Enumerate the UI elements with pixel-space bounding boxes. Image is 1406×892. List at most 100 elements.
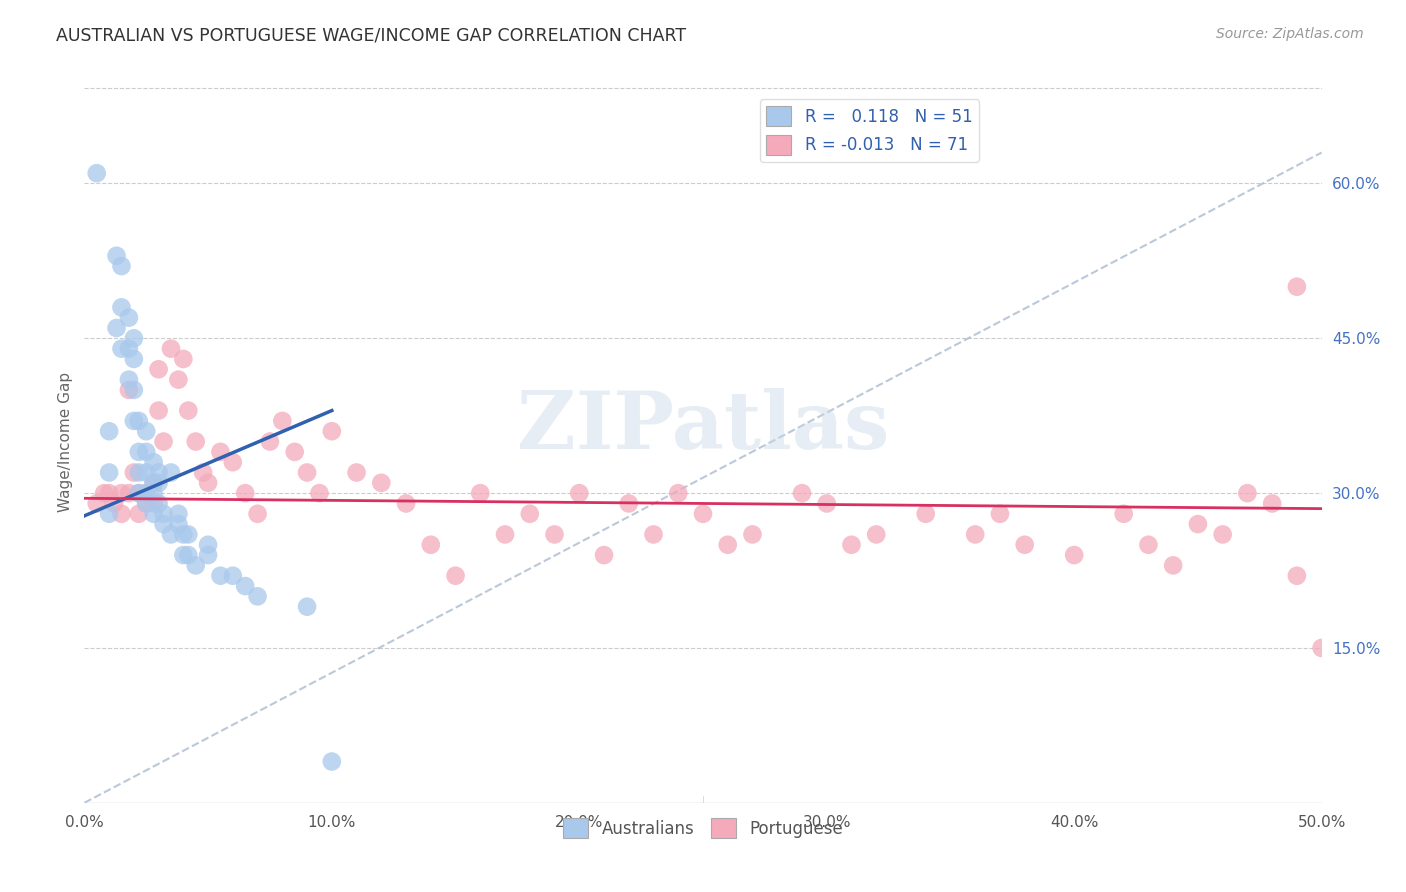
Point: [494, 527, 516, 541]
Point: [167, 373, 190, 387]
Point: [86, 496, 108, 510]
Point: [135, 424, 157, 438]
Point: [172, 548, 194, 562]
Point: [666, 486, 689, 500]
Point: [142, 486, 165, 500]
Point: [841, 538, 863, 552]
Point: [152, 507, 174, 521]
Point: [148, 475, 170, 490]
Point: [135, 445, 157, 459]
Point: [128, 445, 150, 459]
Point: [184, 558, 207, 573]
Point: [284, 445, 307, 459]
Point: [148, 496, 170, 510]
Point: [259, 434, 281, 449]
Point: [122, 414, 145, 428]
Point: [519, 507, 541, 521]
Point: [148, 362, 170, 376]
Point: [86, 166, 108, 180]
Point: [135, 496, 157, 510]
Point: [110, 301, 132, 315]
Point: [110, 486, 132, 500]
Point: [93, 486, 115, 500]
Point: [148, 403, 170, 417]
Point: [118, 342, 141, 356]
Point: [122, 331, 145, 345]
Point: [470, 486, 492, 500]
Point: [105, 321, 128, 335]
Point: [965, 527, 987, 541]
Point: [1212, 527, 1234, 541]
Point: [135, 486, 157, 500]
Point: [177, 548, 200, 562]
Point: [568, 486, 591, 500]
Point: [184, 434, 207, 449]
Point: [790, 486, 813, 500]
Point: [1285, 568, 1308, 582]
Point: [543, 527, 565, 541]
Point: [717, 538, 740, 552]
Point: [177, 403, 200, 417]
Point: [110, 507, 132, 521]
Point: [1285, 279, 1308, 293]
Point: [295, 466, 318, 480]
Text: AUSTRALIAN VS PORTUGUESE WAGE/INCOME GAP CORRELATION CHART: AUSTRALIAN VS PORTUGUESE WAGE/INCOME GAP…: [56, 27, 686, 45]
Point: [142, 455, 165, 469]
Point: [1261, 496, 1284, 510]
Point: [321, 424, 343, 438]
Point: [815, 496, 838, 510]
Point: [209, 445, 232, 459]
Point: [118, 373, 141, 387]
Point: [98, 486, 121, 500]
Point: [444, 568, 467, 582]
Point: [197, 475, 219, 490]
Point: [160, 342, 183, 356]
Point: [1161, 558, 1184, 573]
Point: [346, 466, 368, 480]
Point: [1236, 486, 1258, 500]
Point: [118, 486, 141, 500]
Point: [246, 507, 269, 521]
Point: [128, 414, 150, 428]
Point: [98, 424, 121, 438]
Point: [177, 527, 200, 541]
Legend: Australians, Portuguese: Australians, Portuguese: [557, 812, 849, 845]
Point: [98, 507, 121, 521]
Point: [233, 579, 256, 593]
Point: [135, 496, 157, 510]
Point: [122, 351, 145, 366]
Point: [152, 517, 174, 532]
Point: [914, 507, 936, 521]
Point: [233, 486, 256, 500]
Point: [308, 486, 330, 500]
Point: [142, 507, 165, 521]
Point: [197, 538, 219, 552]
Point: [167, 517, 190, 532]
Point: [988, 507, 1011, 521]
Point: [617, 496, 640, 510]
Point: [105, 249, 128, 263]
Point: [103, 496, 125, 510]
Point: [172, 351, 194, 366]
Point: [135, 466, 157, 480]
Point: [1187, 517, 1209, 532]
Point: [395, 496, 418, 510]
Point: [741, 527, 763, 541]
Point: [1137, 538, 1160, 552]
Point: [128, 486, 150, 500]
Point: [110, 259, 132, 273]
Point: [128, 507, 150, 521]
Point: [160, 527, 183, 541]
Point: [172, 527, 194, 541]
Point: [118, 383, 141, 397]
Point: [1310, 640, 1333, 655]
Point: [321, 755, 343, 769]
Point: [197, 548, 219, 562]
Point: [1063, 548, 1085, 562]
Point: [271, 414, 294, 428]
Point: [295, 599, 318, 614]
Point: [1014, 538, 1036, 552]
Point: [246, 590, 269, 604]
Text: ZIPatlas: ZIPatlas: [517, 388, 889, 467]
Point: [1112, 507, 1135, 521]
